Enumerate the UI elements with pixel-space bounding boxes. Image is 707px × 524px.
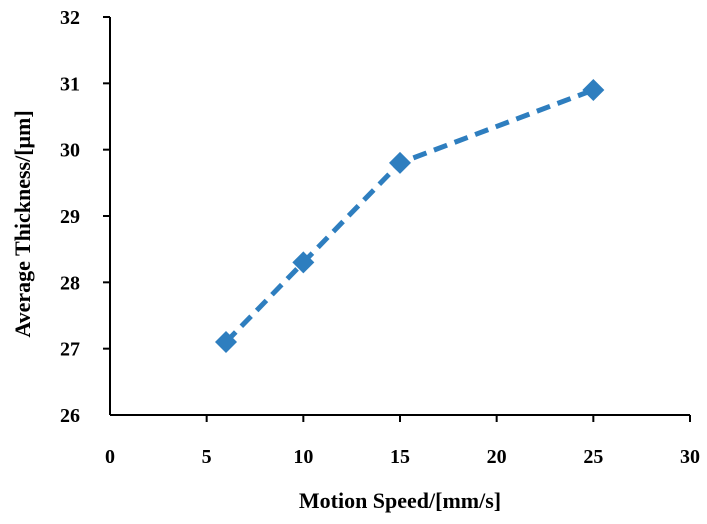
data-point-marker [582, 78, 605, 101]
x-tick-label: 25 [583, 446, 603, 468]
series-line [224, 87, 595, 344]
y-tick-label: 27 [60, 339, 80, 361]
series-layer [215, 78, 605, 354]
y-tick-label: 29 [60, 206, 80, 228]
y-tick-label: 32 [60, 7, 80, 29]
x-tick-label: 10 [293, 446, 313, 468]
x-tick-label: 5 [202, 446, 212, 468]
data-point-marker [215, 331, 237, 354]
y-tick-label: 26 [60, 405, 80, 427]
y-tick-label: 28 [60, 272, 80, 294]
y-axis-title: Average Thickness/[μm] [10, 110, 35, 337]
x-tick-label: 0 [105, 446, 115, 468]
y-tick-label: 31 [60, 73, 80, 95]
y-axis-ticks: 26 27 28 29 30 31 32 [60, 7, 110, 427]
y-tick-label: 30 [60, 140, 80, 162]
data-point-marker [292, 251, 315, 274]
x-tick-label: 20 [487, 446, 507, 468]
x-axis-title: Motion Speed/[mm/s] [299, 488, 501, 513]
x-tick-label: 30 [680, 446, 700, 468]
x-axis-ticks: 0 5 10 15 20 25 30 [105, 415, 700, 468]
x-tick-label: 15 [390, 446, 410, 468]
data-point-marker [389, 151, 411, 174]
